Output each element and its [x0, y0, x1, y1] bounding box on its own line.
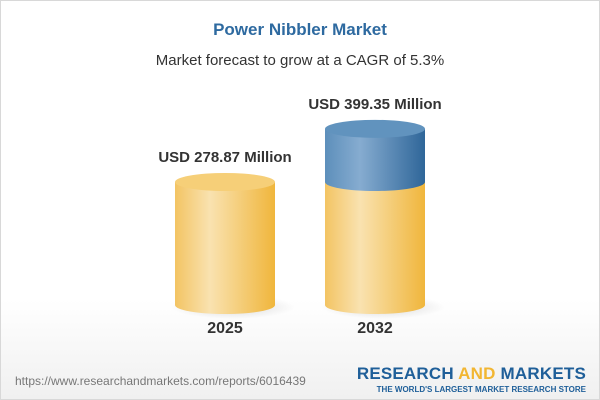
- chart-subtitle: Market forecast to grow at a CAGR of 5.3…: [155, 52, 445, 69]
- data-label: USD 399.35 Million: [308, 96, 441, 113]
- bar-2032-growth: [325, 128, 425, 191]
- bar-top-cap: [325, 119, 425, 138]
- bar-2025-base: [175, 182, 275, 314]
- research-and-markets-logo: RESEARCH AND MARKETS THE WORLD'S LARGEST…: [356, 364, 586, 394]
- bar-top-cap: [175, 173, 275, 191]
- data-label: USD 278.87 Million: [158, 149, 291, 166]
- chart-title: Power Nibbler Market: [213, 20, 387, 39]
- source-url[interactable]: https://www.researchandmarkets.com/repor…: [15, 374, 306, 388]
- category-label: 2032: [357, 320, 393, 337]
- bar-2032-base: [325, 182, 425, 314]
- category-label: 2025: [207, 320, 243, 337]
